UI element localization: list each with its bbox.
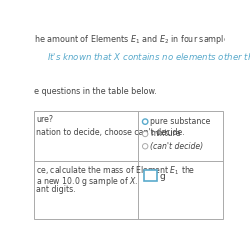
Text: nation to decide, choose can't decide.: nation to decide, choose can't decide.: [36, 128, 185, 137]
Text: (can't decide): (can't decide): [150, 142, 203, 151]
Text: It's known that $X$ contains no elements other than $E_1$ and $E_2$.: It's known that $X$ contains no elements…: [47, 52, 250, 64]
Text: he amount of Elements $E_1$ and $E_2$ in four samples of an unknown Substan: he amount of Elements $E_1$ and $E_2$ in…: [34, 33, 250, 46]
Circle shape: [142, 119, 148, 124]
Text: ce, calculate the mass of Element $E_1$ the: ce, calculate the mass of Element $E_1$ …: [36, 165, 195, 177]
Text: ant digits.: ant digits.: [36, 185, 76, 194]
Bar: [144, 170, 157, 181]
Text: pure substance: pure substance: [150, 117, 210, 126]
Bar: [34, 111, 223, 219]
Text: ure?: ure?: [36, 116, 53, 124]
Text: g: g: [159, 172, 165, 181]
Circle shape: [142, 144, 148, 149]
Circle shape: [142, 131, 148, 137]
Text: a new 10.0 g sample of $X$.: a new 10.0 g sample of $X$.: [36, 175, 138, 188]
Text: e questions in the table below.: e questions in the table below.: [34, 87, 156, 96]
Text: mixture: mixture: [150, 130, 180, 138]
